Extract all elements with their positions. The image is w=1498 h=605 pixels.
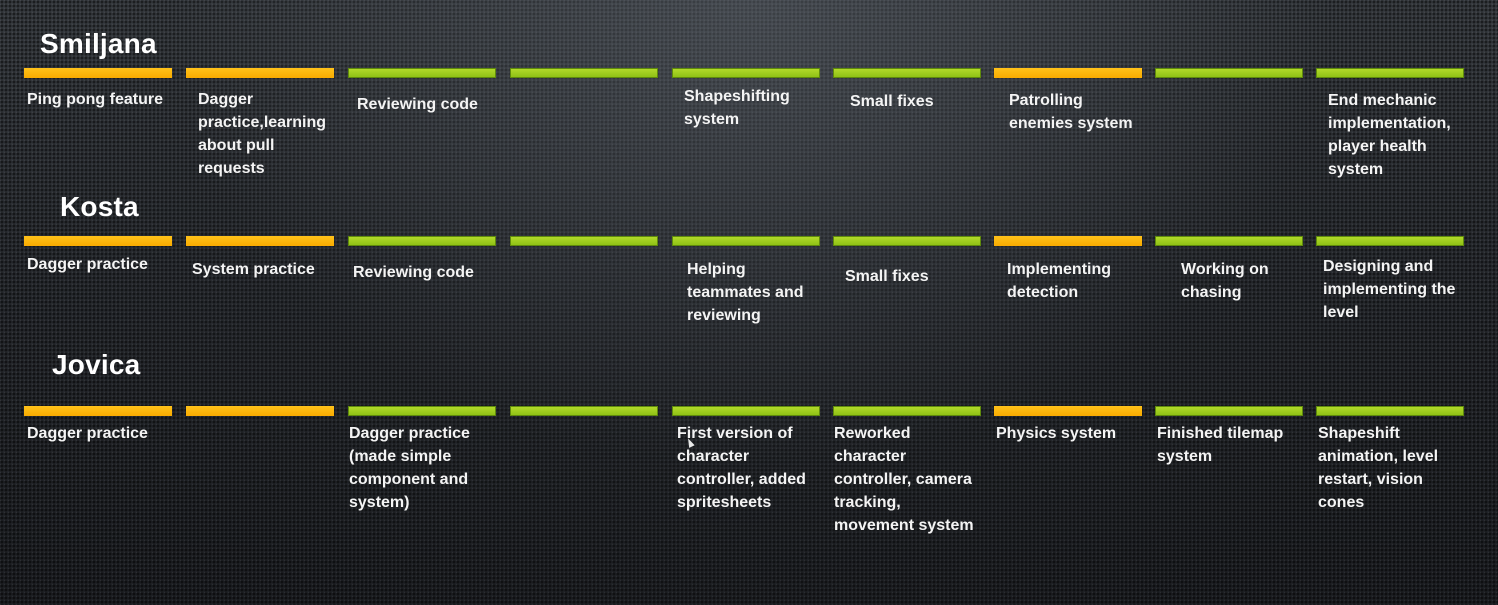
sprint-bar <box>510 236 658 246</box>
task-label: Shapeshifting system <box>684 88 790 128</box>
sprint-bar <box>1316 236 1464 246</box>
task-label: Physics system <box>996 425 1117 442</box>
person-name-kosta: Kosta <box>60 191 139 222</box>
person-name-jovica: Jovica <box>52 349 141 380</box>
sprint-bar <box>1316 406 1464 416</box>
sprint-bar <box>186 236 334 246</box>
sprint-bar <box>510 68 658 78</box>
person-name-smiljana: Smiljana <box>40 28 157 59</box>
sprint-bar <box>24 236 172 246</box>
task-label: Dagger practice <box>27 256 148 273</box>
sprint-bar <box>994 68 1142 78</box>
task-label: Reviewing code <box>353 264 474 281</box>
sprint-bar <box>348 236 496 246</box>
task-label: Ping pong feature <box>27 91 163 108</box>
sprint-bar <box>833 68 981 78</box>
task-label: Designing and implementing the level <box>1323 258 1456 321</box>
sprint-bar <box>672 68 820 78</box>
task-label: End mechanic implementation, player heal… <box>1328 92 1451 178</box>
sprint-bar <box>510 406 658 416</box>
sprint-bar <box>1316 68 1464 78</box>
sprint-bar <box>672 236 820 246</box>
task-label: Implementing detection <box>1007 261 1112 301</box>
sprint-bar <box>1155 68 1303 78</box>
sprint-bar <box>24 406 172 416</box>
task-label: Patrolling enemies system <box>1009 92 1133 132</box>
sprint-bar <box>833 236 981 246</box>
sprint-bar <box>1155 406 1303 416</box>
sprint-bar <box>348 68 496 78</box>
task-label: First version of character controller, a… <box>677 425 806 511</box>
sprint-bar <box>994 406 1142 416</box>
task-label: Dagger practice <box>27 425 148 442</box>
task-label: Shapeshift animation, level restart, vis… <box>1318 425 1439 511</box>
task-label: Dagger practice,learning about pull requ… <box>198 91 327 177</box>
task-label: Helping teammates and reviewing <box>687 261 804 324</box>
sprint-bar <box>348 406 496 416</box>
sprint-bar <box>186 68 334 78</box>
task-label: Dagger practice (made simple component a… <box>349 425 470 511</box>
task-label: Finished tilemap system <box>1157 425 1284 465</box>
sprint-bar <box>24 68 172 78</box>
sprint-bar <box>1155 236 1303 246</box>
task-label: Working on chasing <box>1181 261 1269 301</box>
task-label: Small fixes <box>850 93 934 110</box>
task-label: Small fixes <box>845 268 929 285</box>
task-label: Reviewing code <box>357 96 478 113</box>
sprint-bar <box>672 406 820 416</box>
task-label: Reworked character controller, camera tr… <box>834 425 974 534</box>
sprint-bar <box>994 236 1142 246</box>
task-label: System practice <box>192 261 315 278</box>
sprint-bar <box>186 406 334 416</box>
sprint-bar <box>833 406 981 416</box>
